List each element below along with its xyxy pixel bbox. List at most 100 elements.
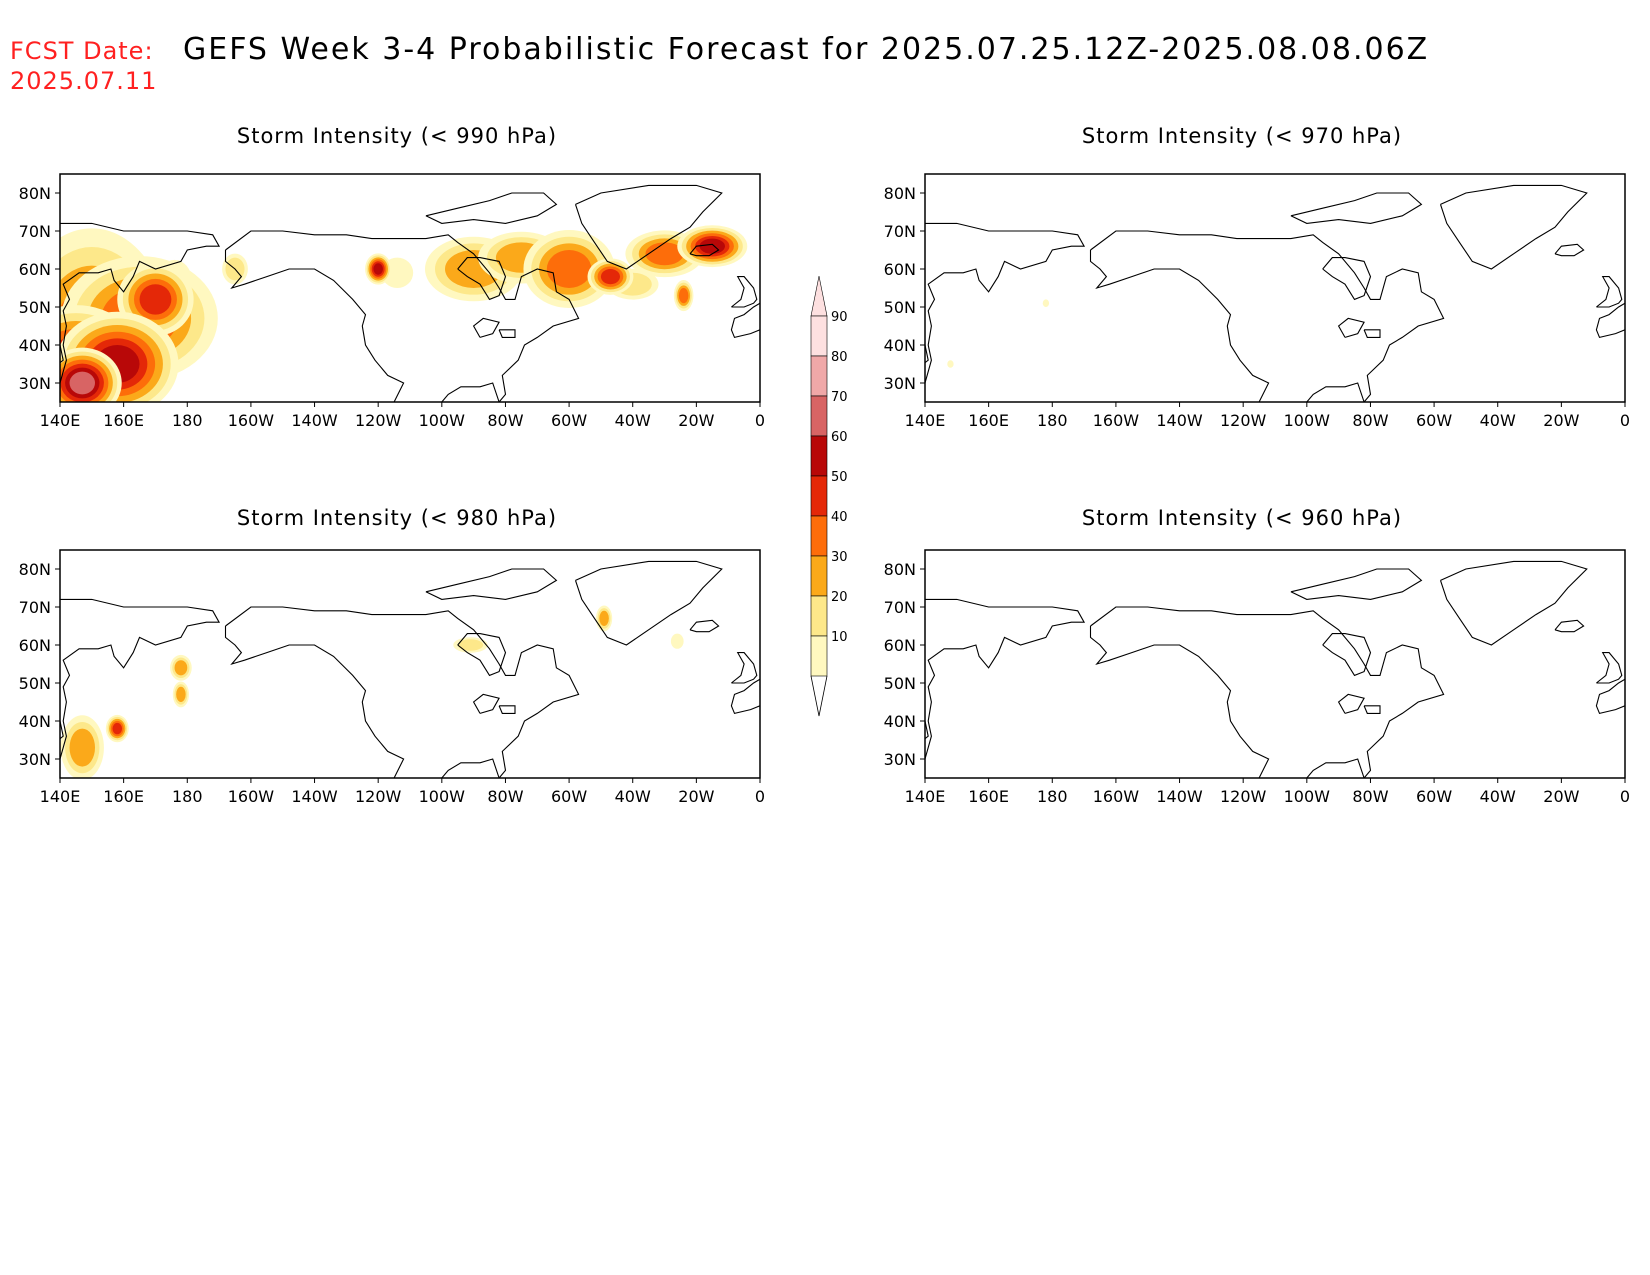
coastline: [225, 230, 580, 402]
coastline: [731, 276, 758, 308]
coastline: [1322, 633, 1372, 677]
coastline: [574, 560, 723, 646]
lon-tick-label: 180: [1037, 411, 1068, 430]
coastline: [1554, 243, 1585, 257]
fcst-date-value: 2025.07.11: [10, 67, 158, 95]
colorbar-label: 50: [831, 470, 848, 485]
coastline: [1090, 606, 1445, 778]
lat-tick-label: 70N: [884, 598, 916, 617]
main-title: GEFS Week 3-4 Probabilistic Forecast for…: [183, 32, 1430, 67]
map-frame: [924, 549, 1626, 779]
colorbar-label: 10: [831, 630, 848, 645]
coastline: [1363, 329, 1381, 338]
colorbar-swatch: [810, 635, 828, 677]
lon-tick-label: 0: [755, 411, 765, 430]
lon-tick-label: 160E: [968, 787, 1009, 806]
lon-tick-label: 180: [172, 787, 203, 806]
lon-tick-label: 100W: [419, 787, 466, 806]
lon-tick-label: 140W: [1156, 411, 1203, 430]
lat-tick-label: 80N: [19, 560, 51, 579]
lon-tick-label: 60W: [551, 411, 587, 430]
lon-tick-label: 120W: [355, 787, 402, 806]
colorbar-swatch: [810, 315, 828, 357]
coastline: [1554, 619, 1585, 633]
lon-tick-label: 80W: [487, 787, 523, 806]
prob-shade-970-10: [1042, 299, 1050, 308]
map-panel-990: 80N 70N 60N 50N 40N 30N 140E 160E 180 160W 140W 120…: [19, 173, 765, 430]
lat-tick-label: 80N: [884, 560, 916, 579]
coastline: [689, 243, 720, 257]
fcst-date-block: FCST Date: 2025.07.11: [10, 36, 157, 96]
lat-tick-label: 40N: [19, 336, 51, 355]
lon-tick-label: 80W: [487, 411, 523, 430]
colorbar-label: 30: [831, 550, 848, 565]
coastline: [60, 598, 221, 760]
colorbar: 90 80 70 60 50 40 30 20 10: [810, 275, 848, 717]
coastline: [425, 568, 558, 600]
coastline: [730, 302, 760, 339]
lon-tick-label: 120W: [1220, 787, 1267, 806]
colorbar-label: 60: [831, 430, 848, 445]
lon-tick-label: 100W: [1284, 787, 1331, 806]
panel-title-980: Storm Intensity (< 980 hPa): [236, 506, 558, 530]
lon-tick-label: 120W: [1220, 411, 1267, 430]
map-panel-960: 80N 70N 60N 50N 40N 30N 140E 160E 180 160W 140W 120…: [884, 549, 1630, 806]
lon-tick-label: 160E: [103, 411, 144, 430]
lon-tick-label: 140E: [905, 411, 946, 430]
lon-tick-label: 20W: [1543, 411, 1579, 430]
prob-shade-980-30: [176, 686, 186, 703]
lat-tick-label: 30N: [19, 374, 51, 393]
colorbar-label: 90: [831, 310, 848, 325]
prob-shade-990-50: [600, 269, 620, 285]
prob-shade-990-40: [645, 242, 684, 266]
lat-tick-label: 30N: [884, 750, 916, 769]
coastline: [498, 329, 516, 338]
lon-tick-label: 140E: [905, 787, 946, 806]
lon-tick-label: 20W: [678, 787, 714, 806]
coastline: [425, 192, 558, 224]
lat-tick-label: 40N: [19, 712, 51, 731]
colorbar-bottom-arrow: [810, 675, 828, 717]
lon-tick-label: 60W: [1416, 411, 1452, 430]
lat-tick-label: 60N: [884, 636, 916, 655]
prob-shade-990-40: [546, 250, 592, 288]
colorbar-swatch: [810, 475, 828, 517]
lon-tick-label: 160W: [1093, 787, 1140, 806]
coastline: [1090, 230, 1445, 402]
lon-tick-label: 160W: [228, 411, 275, 430]
lon-tick-label: 40W: [1480, 411, 1516, 430]
lon-tick-label: 20W: [678, 411, 714, 430]
lon-tick-label: 0: [1620, 411, 1630, 430]
coastline: [1596, 276, 1623, 308]
coastline: [1595, 678, 1625, 715]
prob-shade-990-40: [678, 288, 689, 304]
lon-tick-label: 0: [755, 787, 765, 806]
lon-tick-label: 60W: [551, 787, 587, 806]
colorbar-top-arrow: [810, 275, 828, 317]
panel-title-990: Storm Intensity (< 990 hPa): [236, 124, 558, 148]
coastline: [1337, 693, 1365, 714]
lat-tick-label: 80N: [884, 184, 916, 203]
coastline: [925, 720, 929, 740]
coastline: [925, 598, 1086, 760]
coastline: [472, 317, 500, 338]
coastline: [1595, 302, 1625, 339]
fcst-date-label: FCST Date:: [10, 37, 154, 65]
coastline: [731, 652, 758, 684]
lon-tick-label: 40W: [615, 787, 651, 806]
panel-title-960: Storm Intensity (< 960 hPa): [1081, 506, 1403, 530]
coastline: [574, 184, 723, 270]
lat-tick-label: 40N: [884, 336, 916, 355]
coastline: [457, 633, 507, 677]
prob-shade-970-10: [947, 360, 954, 368]
coastline: [1337, 317, 1365, 338]
lon-tick-label: 160W: [1093, 411, 1140, 430]
map-panel-980: 80N 70N 60N 50N 40N 30N 140E 160E 180 160W 140W 120…: [19, 549, 765, 806]
lat-tick-label: 60N: [19, 260, 51, 279]
coastline: [224, 626, 405, 778]
coastline: [1596, 652, 1623, 684]
lon-tick-label: 60W: [1416, 787, 1452, 806]
coastline: [225, 606, 580, 778]
prob-shade-990-60: [373, 263, 383, 275]
